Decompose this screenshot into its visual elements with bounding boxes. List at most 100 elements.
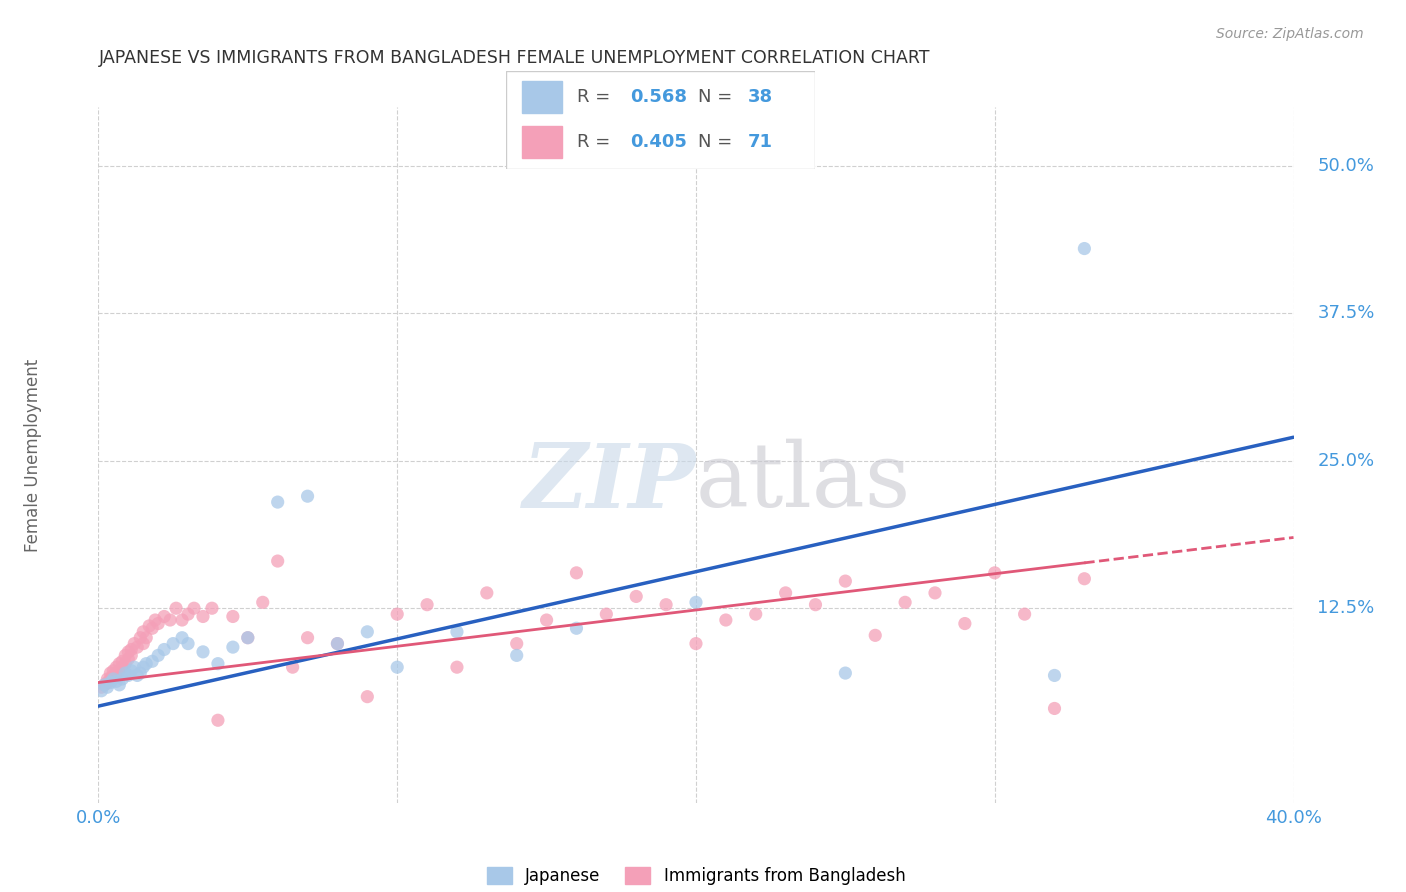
Point [117,652,139,666]
Legend: Japanese, Immigrants from Bangladesh: Japanese, Immigrants from Bangladesh [479,861,912,892]
Point [117,645,139,659]
Point [685,637,707,651]
Point [111,654,134,668]
Point [804,598,827,612]
Point [153,609,176,624]
Point [135,657,157,671]
Text: R =: R = [578,88,616,106]
Point [111,672,134,686]
Point [98,675,122,690]
Point [624,590,647,604]
Point [894,595,917,609]
Point [865,628,887,642]
Point [114,648,136,663]
Point [148,648,170,663]
Point [124,637,146,651]
Point [183,601,205,615]
Point [124,660,146,674]
Point [267,495,290,509]
Point [105,674,128,689]
Point [1014,607,1036,621]
Point [385,660,409,674]
Text: 0.0%: 0.0% [76,809,121,827]
Point [120,664,142,678]
Text: Female Unemployment: Female Unemployment [24,359,42,551]
Point [98,666,122,681]
Point [93,678,115,692]
Point [159,613,181,627]
Bar [522,127,562,158]
Point [105,660,128,674]
Point [120,648,142,663]
Point [1043,668,1066,682]
Point [108,678,131,692]
Point [745,607,768,621]
Point [129,666,152,681]
Point [141,654,163,668]
Point [105,666,128,681]
Point [162,637,184,651]
Point [114,657,136,671]
Point [111,660,134,674]
Text: 0.405: 0.405 [630,133,686,151]
Point [475,586,498,600]
Point [236,631,259,645]
Text: 25.0%: 25.0% [1317,452,1375,470]
Point [356,690,378,704]
Point [135,631,157,645]
Point [281,660,304,674]
Point [536,613,558,627]
Point [326,637,349,651]
Point [655,598,678,612]
Text: Source: ZipAtlas.com: Source: ZipAtlas.com [1216,27,1364,41]
Point [983,566,1005,580]
Point [1073,572,1095,586]
Point [103,664,125,678]
Point [565,621,588,635]
Point [326,637,349,651]
Point [165,601,187,615]
Point [924,586,946,600]
Point [103,668,125,682]
Point [172,631,194,645]
Point [446,624,468,639]
Text: 50.0%: 50.0% [1317,157,1374,175]
Point [143,613,166,627]
Point [222,609,245,624]
Point [201,601,224,615]
Point [96,672,118,686]
Point [236,631,259,645]
Point [207,657,229,671]
Point [685,595,707,609]
Point [506,637,529,651]
Point [834,574,856,588]
Point [132,624,155,639]
Point [129,631,152,645]
Point [127,640,149,654]
Point [108,657,131,671]
Text: 37.5%: 37.5% [1317,304,1375,322]
Point [1043,701,1066,715]
Text: JAPANESE VS IMMIGRANTS FROM BANGLADESH FEMALE UNEMPLOYMENT CORRELATION CHART: JAPANESE VS IMMIGRANTS FROM BANGLADESH F… [98,49,929,67]
Point [127,668,149,682]
Point [207,713,229,727]
Point [191,645,214,659]
Point [132,637,155,651]
Point [356,624,378,639]
Point [117,668,139,682]
Point [252,595,274,609]
Point [138,619,160,633]
Text: N =: N = [697,133,738,151]
Text: ZIP: ZIP [523,440,696,526]
Point [108,664,131,678]
Point [177,607,200,621]
Point [93,678,115,692]
Point [103,672,125,686]
Point [222,640,245,654]
Point [148,616,170,631]
Point [506,648,529,663]
Text: 0.568: 0.568 [630,88,688,106]
Text: N =: N = [697,88,738,106]
Point [191,609,214,624]
Point [153,642,176,657]
